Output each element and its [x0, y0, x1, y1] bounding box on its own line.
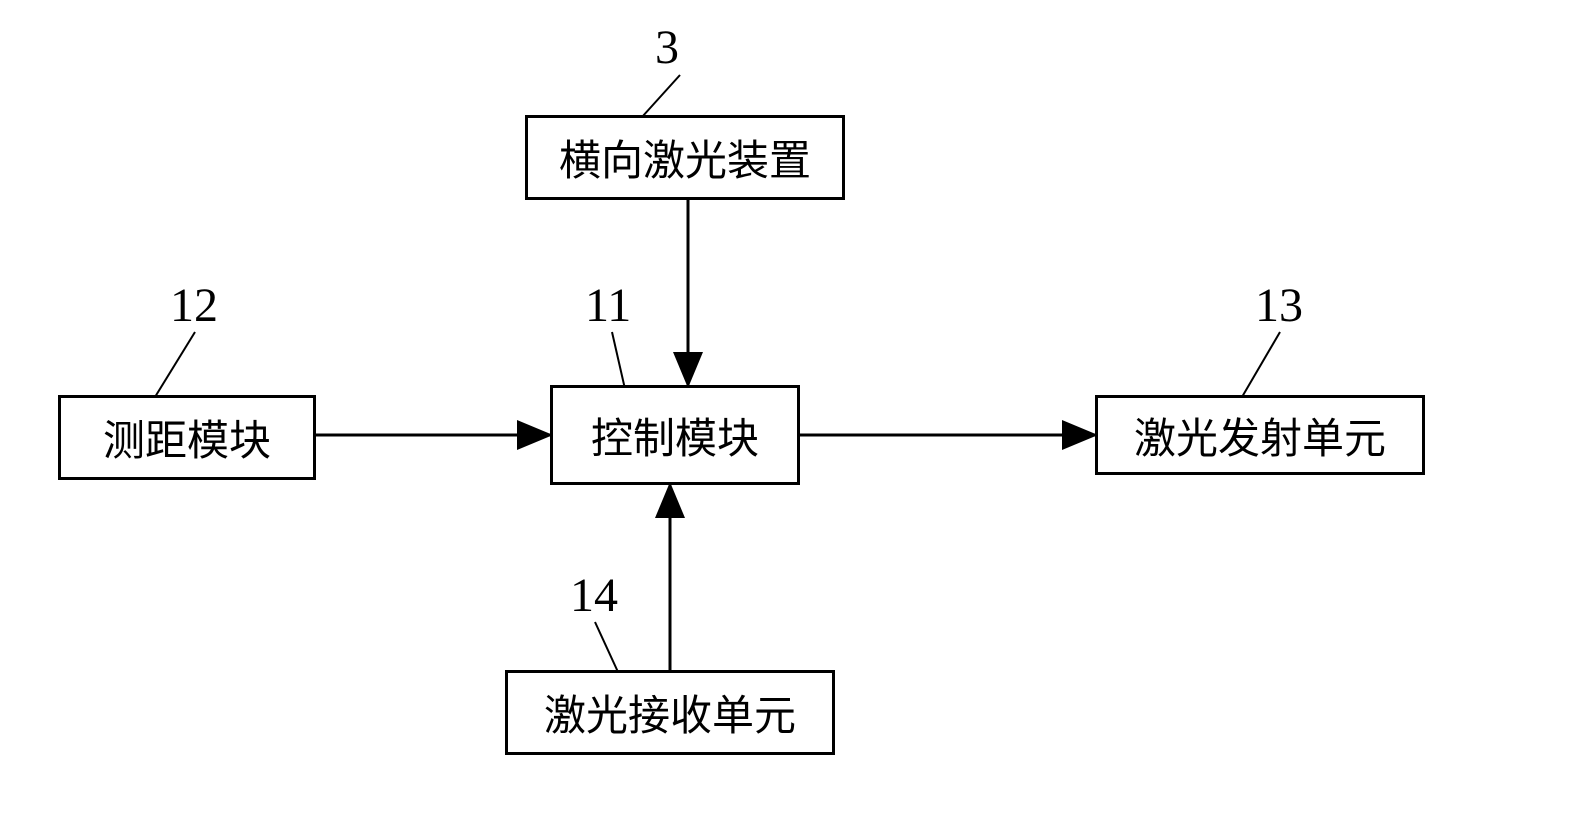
block-3-text: 横向激光装置: [559, 127, 811, 188]
leader-block-3: [642, 75, 680, 117]
block-3-ref: 3: [655, 20, 679, 75]
block-12-ref: 12: [170, 278, 218, 333]
block-11-text: 控制模块: [591, 405, 759, 466]
block-11-ref: 11: [585, 278, 631, 333]
block-12-text: 测距模块: [103, 407, 271, 468]
block-3: 横向激光装置: [525, 115, 845, 200]
leader-block-12: [155, 332, 195, 397]
block-13-text: 激光发射单元: [1134, 405, 1386, 466]
block-14-ref: 14: [570, 568, 618, 623]
block-14-text: 激光接收单元: [544, 682, 796, 743]
block-13: 激光发射单元: [1095, 395, 1425, 475]
block-11: 控制模块: [550, 385, 800, 485]
block-12: 测距模块: [58, 395, 316, 480]
leader-block-11: [612, 332, 625, 389]
leader-block-13: [1242, 332, 1280, 397]
leader-block-14: [595, 622, 618, 672]
block-14: 激光接收单元: [505, 670, 835, 755]
block-13-ref: 13: [1255, 278, 1303, 333]
